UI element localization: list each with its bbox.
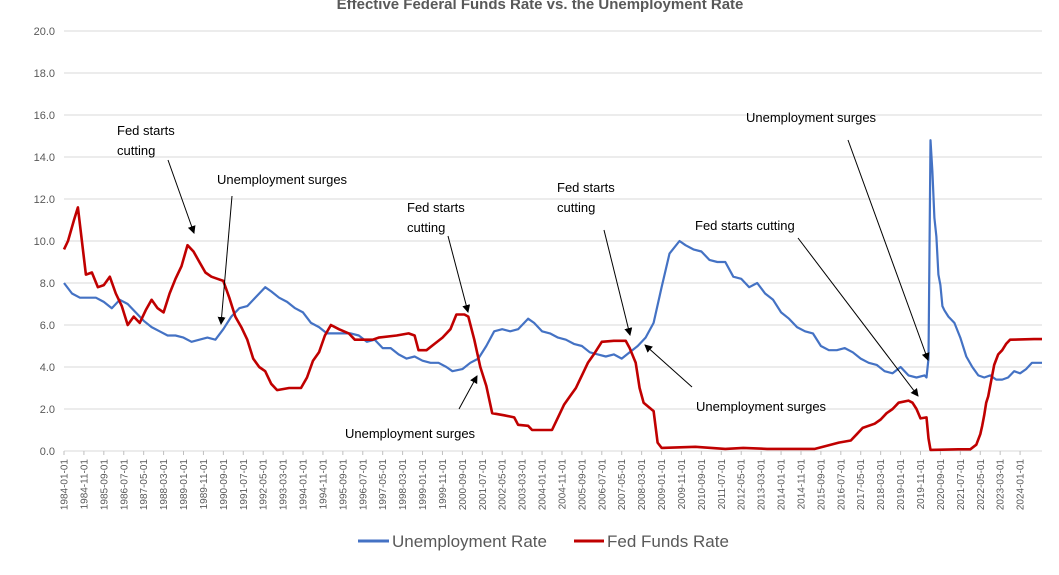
x-tick-label: 1989-11-01 [199, 459, 210, 510]
annotation-unemp-surge-2020: Unemployment surges [746, 110, 877, 125]
annotation-fed-cut-2019: Fed starts cutting [695, 218, 795, 233]
x-tick-label: 2024-01-01 [1016, 459, 1027, 511]
x-tick-label: 1992-05-01 [259, 459, 270, 511]
annotation-unemp-surge-2008: Unemployment surges [696, 399, 827, 414]
annotations: Fed starts cutting Unemployment surges Fed … [117, 110, 930, 441]
x-tick-label: 2004-11-01 [557, 459, 568, 510]
y-tick-label: 12.0 [34, 194, 55, 206]
fed-funds-rate-line [62, 206, 1042, 452]
x-tick-label: 1994-11-01 [318, 459, 329, 510]
unemployment-rate-line [63, 139, 1042, 381]
x-tick-label: 2014-11-01 [796, 459, 807, 510]
x-tick-label: 1989-01-01 [179, 459, 190, 511]
x-tick-label: 2013-03-01 [757, 459, 768, 511]
x-tick-label: 2005-09-01 [577, 459, 588, 511]
x-tick-label: 1985-09-01 [99, 459, 110, 511]
y-tick-label: 4.0 [40, 362, 55, 374]
x-tick-label: 1993-03-01 [279, 459, 290, 511]
x-tick-label: 1991-07-01 [239, 459, 250, 511]
x-tick-label: 2023-03-01 [996, 459, 1007, 511]
x-tick-label: 2006-07-01 [597, 459, 608, 511]
annotation-arrow-unemp-surge-2008 [644, 344, 693, 388]
y-tick-label: 2.0 [40, 404, 55, 416]
x-tick-label: 2017-05-01 [856, 459, 867, 511]
x-tick-label: 2019-01-01 [896, 459, 907, 511]
x-tick-label: 1984-11-01 [79, 459, 90, 510]
annotation-arrow-unemp-surge-2020 [847, 139, 930, 361]
x-tick-label: 2001-07-01 [478, 459, 489, 511]
x-tick-label: 1984-01-01 [60, 459, 71, 511]
x-tick-label: 2018-03-01 [876, 459, 887, 511]
x-tick-label: 2010-09-01 [697, 459, 708, 511]
y-tick-label: 14.0 [34, 152, 55, 164]
x-tick-label: 1999-01-01 [418, 459, 429, 511]
annotation-arrow-unemp-surge-2001 [458, 375, 478, 410]
x-tick-label: 2000-09-01 [458, 459, 469, 511]
x-tick-label: 2002-05-01 [498, 459, 509, 511]
x-tick-label: 2019-11-01 [916, 459, 927, 510]
annotation-arrow-fed-cut-2019 [797, 237, 919, 397]
gridlines [64, 30, 1042, 452]
x-tick-label: 2011-07-01 [717, 459, 728, 510]
x-tick-label: 1987-05-01 [139, 459, 150, 511]
annotation-arrow-fed-cut-2000 [447, 235, 471, 313]
y-tick-label: 18.0 [34, 68, 55, 80]
annotation-fed-cut-2000: Fed starts cutting [407, 200, 465, 235]
chart-title: Effective Federal Funds Rate vs. the Une… [337, 0, 744, 13]
legend-label-fed-funds: Fed Funds Rate [607, 532, 729, 551]
x-tick-label: 2020-09-01 [936, 459, 947, 511]
x-tick-label: 2008-03-01 [637, 459, 648, 511]
x-tick-label: 2012-05-01 [737, 459, 748, 511]
x-tick-label: 2015-09-01 [816, 459, 827, 511]
y-tick-label: 6.0 [40, 320, 55, 332]
x-tick-label: 2014-01-01 [777, 459, 788, 511]
x-tick-label: 1996-07-01 [358, 459, 369, 511]
annotation-arrow-fed-cut-2007 [603, 229, 633, 336]
y-tick-label: 20.0 [34, 26, 55, 38]
annotation-fed-cut-2007: Fed starts cutting [557, 180, 615, 215]
x-tick-label: 1999-11-01 [438, 459, 449, 510]
annotation-unemp-surge-2001: Unemployment surges [345, 426, 476, 441]
annotation-unemp-surge-1990: Unemployment surges [217, 172, 348, 187]
x-tick-label: 1994-01-01 [299, 459, 310, 511]
x-tick-label: 1995-09-01 [338, 459, 349, 511]
y-tick-label: 16.0 [34, 110, 55, 122]
legend-label-unemployment: Unemployment Rate [392, 532, 547, 551]
x-tick-label: 2016-07-01 [836, 459, 847, 511]
y-tick-label: 10.0 [34, 236, 55, 248]
annotation-arrow-fed-cut-1989 [167, 159, 196, 234]
annotation-fed-cut-1989: Fed starts cutting [117, 123, 175, 158]
x-tick-label: 2009-11-01 [677, 459, 688, 510]
x-tick-label: 1986-07-01 [119, 459, 130, 511]
x-tick-label: 1990-09-01 [219, 459, 230, 511]
y-tick-label: 8.0 [40, 278, 55, 290]
x-axis-ticks: 1984-01-01 1984-11-01 1985-09-01 1986-07-01… [60, 451, 1027, 510]
x-tick-label: 2004-01-01 [538, 459, 549, 511]
x-tick-label: 1998-03-01 [398, 459, 409, 511]
annotation-arrow-unemp-surge-1990 [217, 195, 233, 325]
x-tick-label: 2009-01-01 [657, 459, 668, 511]
x-tick-label: 1997-05-01 [378, 459, 389, 511]
y-axis-ticks: 0.0 2.0 4.0 6.0 8.0 10.0 12.0 14.0 16.0 18.0 20.0 [34, 26, 55, 458]
series-lines [62, 139, 1042, 452]
x-tick-label: 2007-05-01 [617, 459, 628, 511]
legend: Unemployment Rate Fed Funds Rate [358, 532, 729, 551]
x-tick-label: 2022-05-01 [976, 459, 987, 511]
x-tick-label: 2003-03-01 [518, 459, 529, 511]
y-tick-label: 0.0 [40, 446, 55, 458]
x-tick-label: 2021-07-01 [956, 459, 967, 511]
x-tick-label: 1988-03-01 [159, 459, 170, 511]
